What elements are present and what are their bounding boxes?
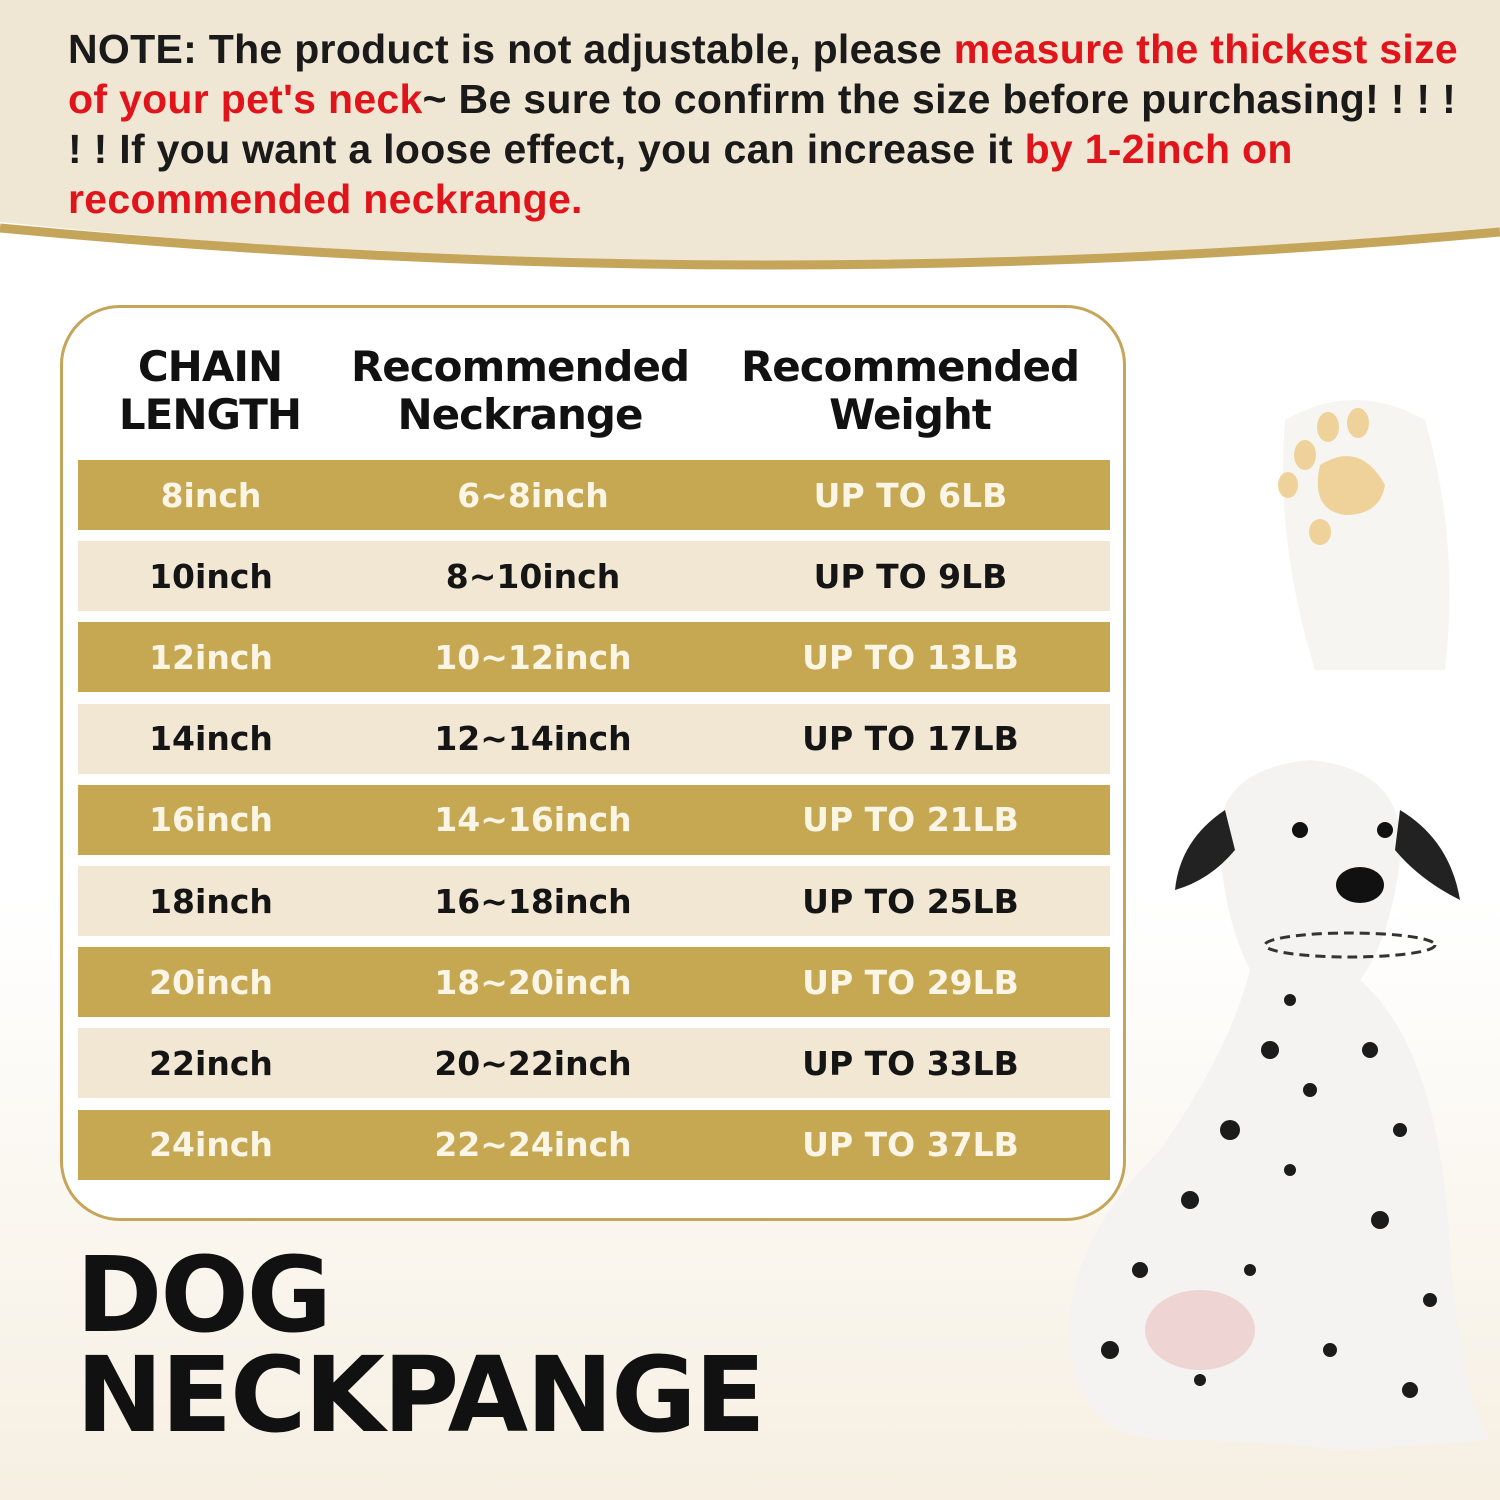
header-neckrange: Recommended Neckrange [350,342,690,439]
chain-length-cell: 16inch [149,800,273,840]
weight-cell: UP TO 21LB [802,800,1019,840]
neckrange-cell: 22~24inch [434,1125,632,1165]
header-chain-length: CHAIN LENGTH [118,342,302,439]
chain-length-cell: 24inch [149,1125,273,1165]
weight-cell: UP TO 37LB [802,1125,1019,1165]
title: DOG NECKPANGE [76,1234,766,1456]
weight-cell: UP TO 13LB [802,637,1019,677]
title-line2: NECKPANGE [76,1334,766,1456]
note-segment: measure the thickest size of your pet's … [68,26,1459,122]
note-segment: ~ Be sure to confirm the size before pur… [68,76,1457,172]
header-weight: Recommended Weight [740,342,1080,439]
chain-length-cell: 22inch [149,1043,273,1083]
chain-length-cell: 8inch [160,475,262,515]
note-segment: by 1-2inch on recommended neckrange. [68,126,1293,222]
table-row: 24inch 22~24inch UP TO 37LB [78,1109,1110,1180]
weight-cell: UP TO 17LB [802,719,1019,759]
chain-length-cell: 14inch [149,719,273,759]
table-row: 18inch 16~18inch UP TO 25LB [78,866,1110,936]
chain-length-cell: 20inch [149,962,273,1002]
neckrange-cell: 8~10inch [445,556,621,596]
table-row: 12inch 10~12inch UP TO 13LB [78,622,1110,693]
weight-cell: UP TO 33LB [802,1043,1019,1083]
paw-print-icon [1278,400,1450,670]
weight-cell: UP TO 29LB [802,962,1019,1002]
neckrange-cell: 10~12inch [434,637,632,677]
table-row: 22inch 20~22inch UP TO 33LB [78,1028,1110,1099]
chain-length-cell: 12inch [149,637,273,677]
table-row: 10inch 8~10inch UP TO 9LB [78,541,1110,612]
chain-length-cell: 18inch [149,881,273,921]
title-line1: DOG [76,1234,332,1356]
weight-cell: UP TO 25LB [802,881,1019,921]
table-row: 8inch 6~8inch UP TO 6LB [78,460,1110,530]
weight-cell: UP TO 6LB [813,475,1008,515]
neckrange-cell: 18~20inch [434,962,632,1002]
note-segment: NOTE: The product is not adjustable, ple… [68,26,954,72]
note-text: NOTE: The product is not adjustable, ple… [68,24,1468,224]
neckrange-cell: 20~22inch [434,1043,632,1083]
neckrange-cell: 12~14inch [434,719,632,759]
neckrange-cell: 6~8inch [457,475,609,515]
chain-length-cell: 10inch [149,556,273,596]
dalmatian-puppy-image [1069,760,1490,1450]
table-row: 14inch 12~14inch UP TO 17LB [78,703,1110,774]
neckrange-cell: 16~18inch [434,881,632,921]
table-row: 16inch 14~16inch UP TO 21LB [78,784,1110,855]
neckrange-cell: 14~16inch [434,800,632,840]
weight-cell: UP TO 9LB [813,556,1008,596]
header-band [0,0,1500,270]
table-row: 20inch 18~20inch UP TO 29LB [78,947,1110,1018]
